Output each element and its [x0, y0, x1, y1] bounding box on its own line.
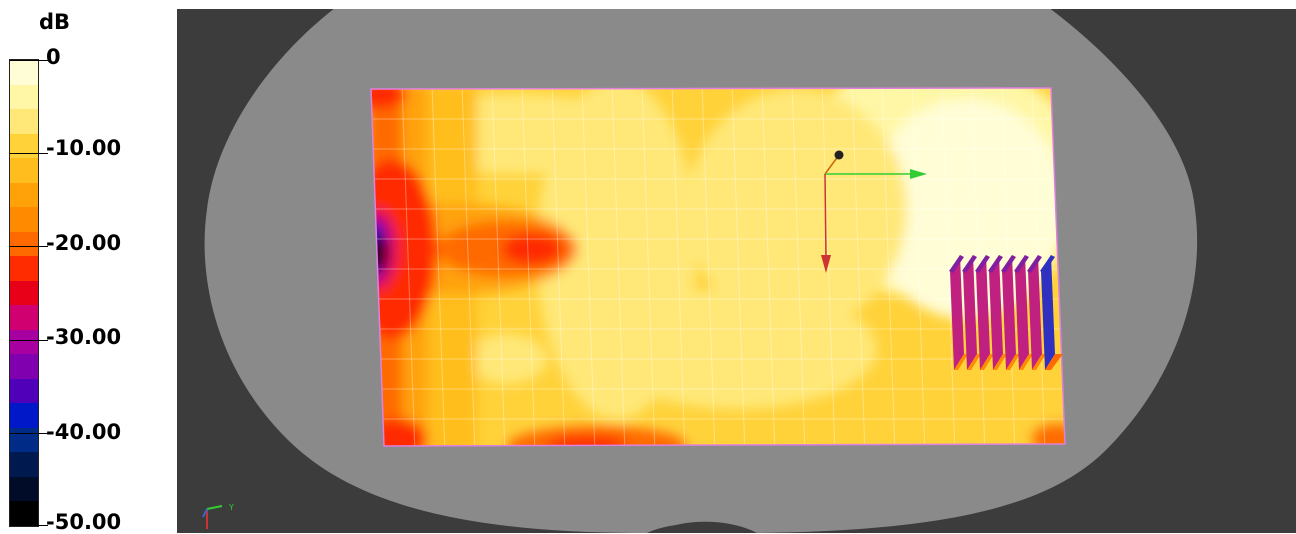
color-bar-segment: [10, 158, 38, 184]
color-bar-tick: [10, 246, 48, 248]
body-neck-shadow: [657, 521, 757, 533]
color-bar-tick: [10, 60, 48, 61]
color-bar-segment: [10, 354, 38, 380]
color-bar-tick: [10, 432, 48, 434]
color-bar-segment: [10, 231, 38, 257]
color-bar-segment: [10, 329, 38, 355]
3d-viewport[interactable]: Y: [177, 9, 1296, 533]
zoom-scan-volume: [949, 255, 1063, 370]
probe-axes: [821, 150, 927, 273]
legend-tick-label: 0: [46, 45, 61, 69]
color-bar-segment: [10, 84, 38, 110]
color-bar: [9, 59, 48, 527]
color-legend: dB 0 -10.00 -20.00 -30.00 -40.00 -50.00: [0, 0, 170, 534]
legend-tick-label: -40.00: [46, 420, 122, 444]
color-bar-segment: [10, 427, 38, 453]
scene-canvas: Y: [202, 9, 1198, 533]
color-bar-segment: [10, 452, 38, 478]
legend-tick-label: -20.00: [46, 231, 122, 255]
color-bar-segment: [10, 182, 38, 208]
color-bar-segment: [10, 60, 38, 86]
legend-title: dB: [39, 10, 71, 34]
color-bar-tick: [10, 153, 48, 155]
color-bar-tick: [10, 525, 48, 526]
legend-tick-label: -30.00: [46, 325, 122, 349]
color-bar-segment: [10, 207, 38, 233]
color-bar-segment: [10, 256, 38, 282]
color-bar-segment: [10, 305, 38, 331]
sar-plane: [371, 88, 1065, 446]
color-bar-segment: [10, 501, 38, 527]
svg-text:Y: Y: [228, 503, 234, 512]
color-bar-segment: [10, 476, 38, 502]
color-bar-segment: [10, 109, 38, 135]
plane-outline: [370, 87, 1066, 447]
legend-tick-label: -10.00: [46, 136, 122, 160]
color-bar-segment: [10, 133, 38, 159]
color-bar-segment: [10, 280, 38, 306]
color-bar-segment: [10, 403, 38, 429]
color-bar-tick: [10, 339, 48, 341]
legend-tick-label: -50.00: [46, 510, 122, 534]
axis-triad-icon: Y: [202, 503, 234, 529]
color-bar-segment: [10, 378, 38, 404]
